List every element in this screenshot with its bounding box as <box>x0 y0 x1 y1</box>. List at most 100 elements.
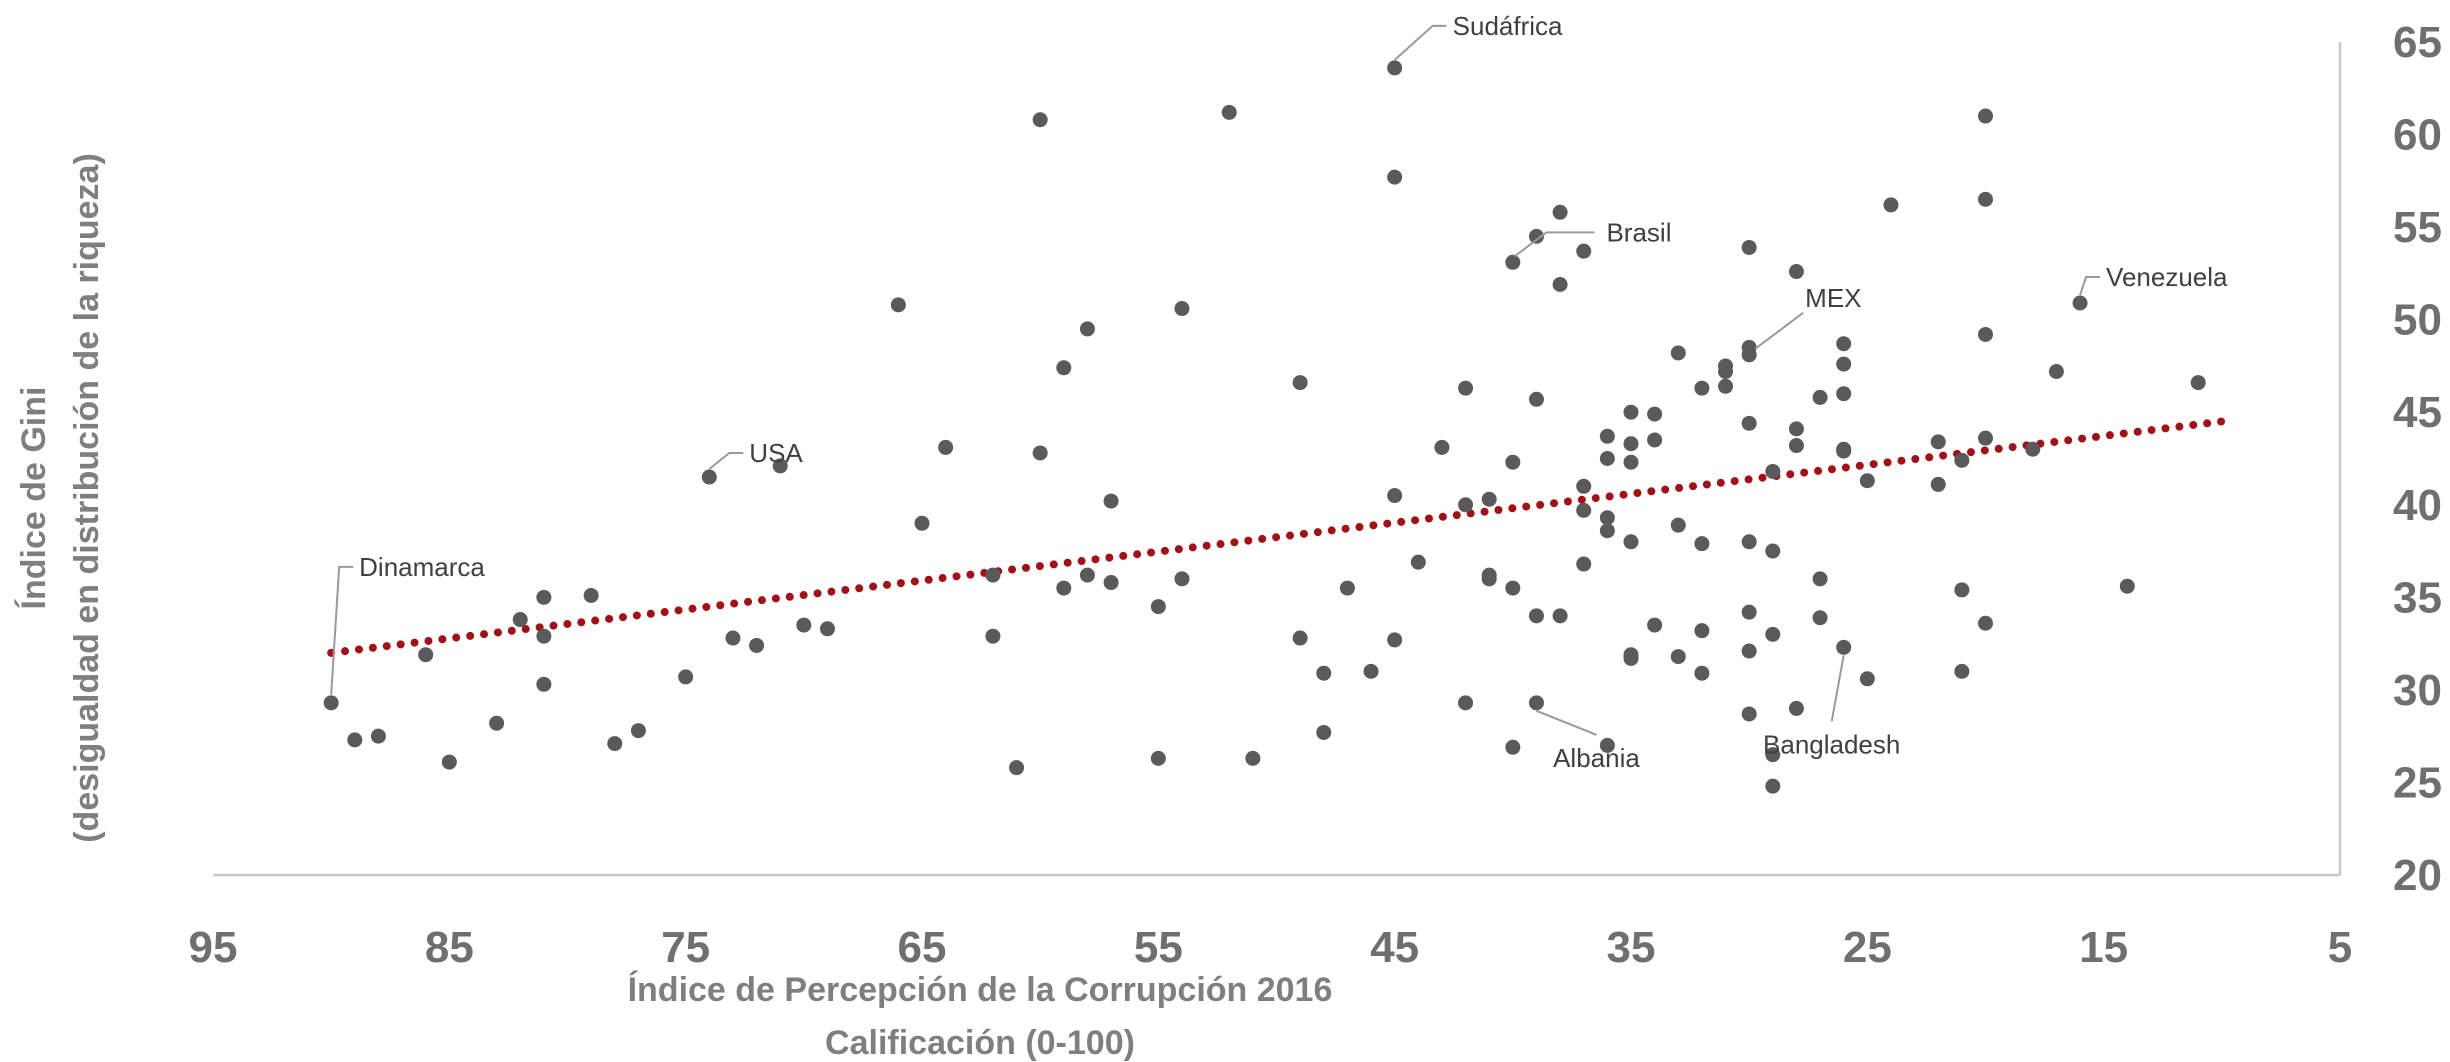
data-point <box>1292 375 1308 391</box>
x-tick-label: 15 <box>2079 923 2128 972</box>
data-point <box>1836 356 1852 372</box>
data-point <box>985 567 1001 583</box>
data-point <box>1032 112 1048 128</box>
callout-leader <box>708 452 744 470</box>
data-point <box>1481 571 1497 587</box>
data-point <box>583 587 599 603</box>
data-point <box>1576 556 1592 572</box>
callout-leader <box>1830 655 1845 722</box>
callout-leader <box>330 565 354 695</box>
data-point <box>1647 617 1663 633</box>
data-point <box>1292 630 1308 646</box>
data-point <box>1623 534 1639 550</box>
data-point <box>441 754 457 770</box>
data-point <box>1788 264 1804 280</box>
trendline <box>327 417 2226 657</box>
data-point <box>1670 649 1686 665</box>
y-tick-labels: 20 25 30 35 40 45 50 55 60 65 <box>2393 18 2442 900</box>
y-tick-label: 65 <box>2393 18 2442 67</box>
data-point <box>1670 345 1686 361</box>
callout-label: MEX <box>1805 283 1861 313</box>
callouts: Sudáfrica Brasil MEX Venezuela USA Dinamarca A… <box>330 11 2228 773</box>
data-point <box>1930 434 1946 450</box>
data-point <box>1859 473 1875 489</box>
data-point <box>1647 406 1663 422</box>
data-point <box>1836 336 1852 352</box>
y-tick-label: 55 <box>2393 203 2442 252</box>
data-point <box>1174 571 1190 587</box>
y-tick-label: 45 <box>2393 388 2442 437</box>
x-tick-labels: 95 85 75 65 55 45 35 25 15 5 <box>189 923 2353 972</box>
x-tick-label: 75 <box>661 923 710 972</box>
data-point <box>1599 523 1615 539</box>
data-point <box>2072 295 2088 311</box>
y-tick-label: 30 <box>2393 666 2442 715</box>
data-point <box>2119 578 2135 594</box>
data-point <box>1150 750 1166 766</box>
data-point <box>1387 488 1403 504</box>
callout-leader <box>1394 24 1447 61</box>
callout-leader <box>1513 231 1595 258</box>
data-point <box>1978 108 1993 124</box>
data-point <box>1434 439 1450 455</box>
callout-label: Dinamarca <box>359 552 485 582</box>
data-point <box>1741 415 1757 431</box>
data-point <box>1623 404 1639 420</box>
data-point <box>1812 389 1828 405</box>
callout-leader <box>1536 709 1597 736</box>
data-point <box>1647 432 1663 448</box>
data-point <box>1528 391 1544 407</box>
data-point <box>1741 643 1757 659</box>
data-point <box>607 736 623 752</box>
data-point <box>418 647 434 663</box>
data-point <box>1599 737 1615 753</box>
data-point <box>701 469 717 485</box>
data-point <box>938 439 954 455</box>
data-point <box>630 723 646 739</box>
data-point <box>1954 582 1970 598</box>
data-point <box>370 728 386 744</box>
data-point <box>1623 454 1639 470</box>
data-point <box>1718 363 1734 379</box>
data-point <box>1410 554 1426 570</box>
data-point <box>1978 615 1993 631</box>
y-tick-label: 35 <box>2393 573 2442 622</box>
data-point <box>1387 169 1403 185</box>
y-axis-title-line1: Índice de Gini <box>15 387 53 610</box>
data-point <box>1836 386 1852 402</box>
data-point <box>323 695 339 711</box>
x-tick-label: 65 <box>898 923 947 972</box>
data-point <box>725 630 741 646</box>
data-point <box>1528 695 1544 711</box>
data-point <box>1174 301 1190 317</box>
x-tick-label: 5 <box>2328 923 2352 972</box>
data-point <box>1978 430 1993 446</box>
data-point <box>1009 760 1025 776</box>
data-point <box>1339 580 1355 596</box>
data-point <box>1079 321 1095 337</box>
data-point <box>1528 228 1544 244</box>
data-point <box>1954 663 1970 679</box>
data-point <box>1056 360 1072 376</box>
data-point <box>1079 567 1095 583</box>
callout-label: Bangladesh <box>1763 729 1900 759</box>
data-point <box>1812 571 1828 587</box>
data-point <box>1623 650 1639 666</box>
data-point <box>1505 254 1521 270</box>
data-point <box>2190 375 2206 391</box>
data-point <box>1741 604 1757 620</box>
data-point <box>512 612 528 628</box>
data-point <box>819 621 835 637</box>
data-point <box>1599 451 1615 466</box>
data-point <box>1552 608 1568 624</box>
data-point <box>1623 436 1639 452</box>
y-tick-label: 40 <box>2393 481 2442 530</box>
data-point <box>1741 706 1757 722</box>
data-point <box>1150 599 1166 615</box>
data-point <box>1694 623 1710 639</box>
data-point <box>1788 700 1804 716</box>
data-point <box>1741 347 1757 363</box>
data-point <box>1930 476 1946 492</box>
x-axis-title-line1: Índice de Percepción de la Corrupción 20… <box>628 971 1333 1009</box>
data-point <box>1103 493 1119 509</box>
